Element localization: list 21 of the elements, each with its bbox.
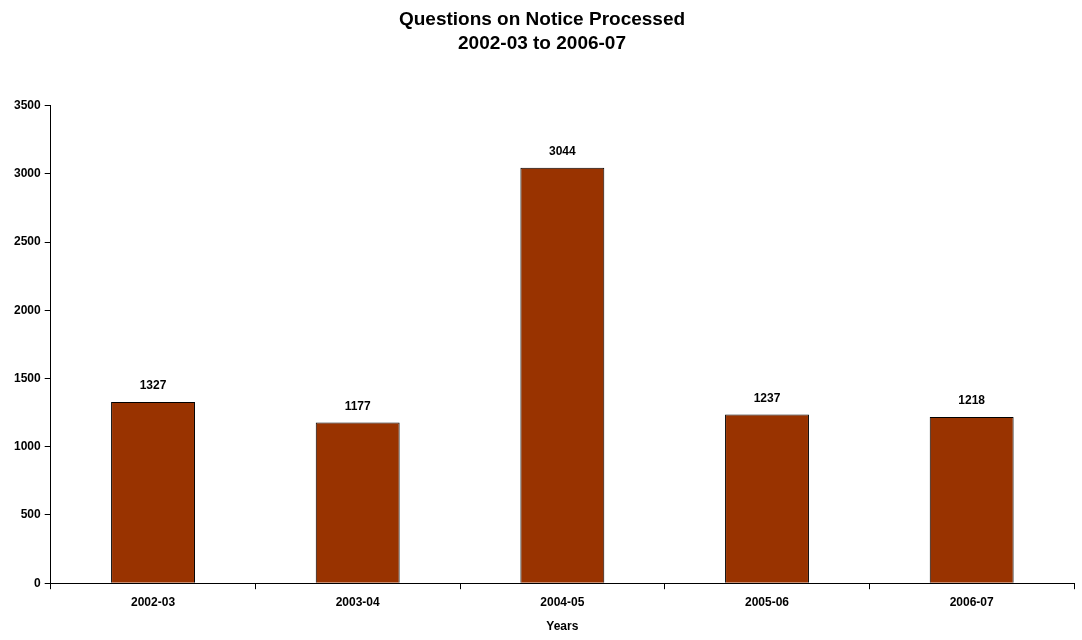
x-axis-title: Years <box>546 619 579 634</box>
x-tick-label: 2005-06 <box>744 594 790 609</box>
y-tick-label: 0 <box>34 575 42 590</box>
y-tick-label: 3000 <box>13 166 42 181</box>
data-label: 1218 <box>958 393 986 408</box>
x-tick-label: 2003-04 <box>335 594 381 609</box>
y-tick-label: 2000 <box>13 302 42 317</box>
x-tick-label: 2006-07 <box>949 594 995 609</box>
data-label: 3044 <box>549 144 577 159</box>
y-tick-label: 1000 <box>13 439 42 454</box>
x-tick-label: 2004-05 <box>540 594 585 609</box>
data-label: 1237 <box>753 390 781 405</box>
y-tick-label: 2500 <box>13 234 42 249</box>
y-tick-label: 1500 <box>13 370 42 385</box>
x-tick-label: 2002-03 <box>131 594 176 609</box>
data-label: 1177 <box>344 398 372 413</box>
chart-title: Questions on Notice Processed <box>398 7 686 29</box>
data-label: 1327 <box>139 378 167 393</box>
chart-subtitle: 2002-03 to 2006-07 <box>458 32 626 54</box>
y-tick-label: 500 <box>20 507 42 522</box>
y-tick-label: 3500 <box>13 97 42 112</box>
